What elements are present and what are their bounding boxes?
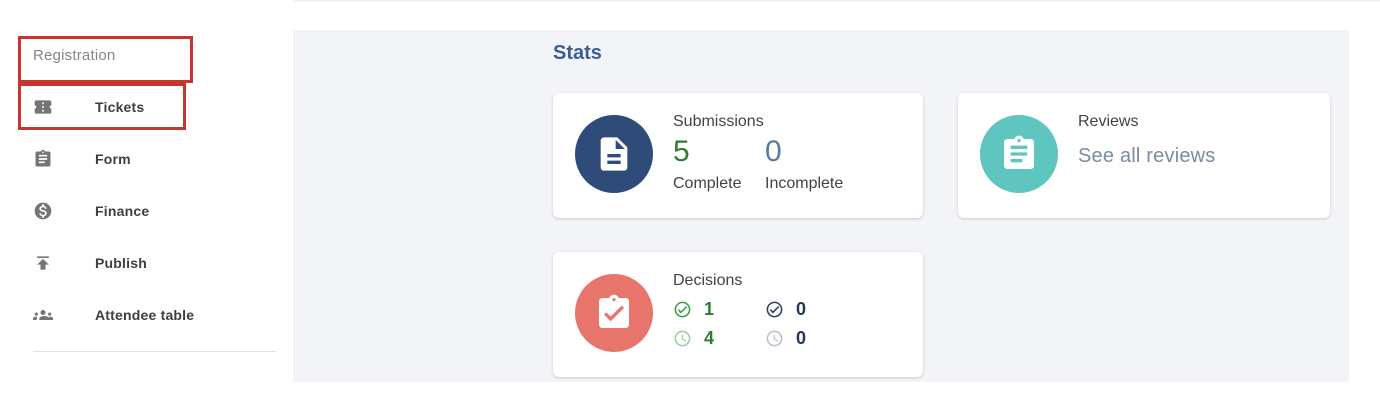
clipboard-icon [999, 134, 1039, 174]
clipboard-icon [33, 149, 53, 169]
ticket-icon [33, 97, 53, 117]
card-title: Submissions [673, 113, 764, 130]
card-title: Decisions [673, 272, 743, 289]
sidebar-item-label: Attendee table [95, 307, 195, 323]
window-top-border [0, 0, 1380, 2]
sidebar-item-form[interactable]: Form [0, 137, 280, 181]
sidebar-item-label: Finance [95, 203, 150, 219]
publish-arrow-icon [33, 253, 53, 273]
rejected-stat: 0 [765, 299, 857, 320]
sidebar-item-label: Form [95, 151, 131, 167]
stat-value: 4 [704, 327, 715, 348]
dollar-circle-icon [33, 201, 53, 221]
stat-value: 0 [796, 327, 807, 348]
card-title: Reviews [1078, 113, 1139, 130]
sidebar-item-attendee-table[interactable]: Attendee table [0, 293, 280, 337]
sidebar-section-registration[interactable]: Registration [33, 47, 116, 64]
stat-value: 0 [796, 298, 807, 319]
check-circle-icon [673, 300, 692, 319]
complete-stat: 5 Complete [673, 135, 741, 193]
incomplete-value: 0 [765, 135, 782, 168]
stat-value: 1 [704, 298, 715, 319]
sidebar: Registration Tickets Form Finance Publis… [0, 0, 293, 416]
sidebar-item-publish[interactable]: Publish [0, 241, 280, 285]
see-all-reviews-link[interactable]: See all reviews [1078, 145, 1216, 167]
check-circle-icon [765, 300, 784, 319]
reviews-card: Reviews See all reviews [958, 93, 1330, 218]
sidebar-divider [33, 351, 276, 352]
incomplete-label: Incomplete [765, 175, 844, 192]
complete-value: 5 [673, 135, 690, 168]
pending-stat: 4 [673, 328, 765, 349]
decisions-circle [575, 274, 653, 352]
page-title: Stats [553, 42, 602, 64]
clipboard-check-icon [594, 293, 634, 333]
people-group-icon [33, 305, 53, 325]
main-panel: Stats Submissions 5 Complete 0 Incomplet… [293, 30, 1349, 382]
clock-icon [765, 329, 784, 348]
submissions-circle [575, 115, 653, 193]
decisions-card: Decisions 1 0 [553, 252, 923, 377]
sidebar-item-label: Tickets [95, 99, 145, 115]
sidebar-item-finance[interactable]: Finance [0, 189, 280, 233]
sidebar-item-tickets[interactable]: Tickets [0, 85, 280, 129]
decisions-stats-grid: 1 0 4 [673, 297, 857, 355]
submissions-card: Submissions 5 Complete 0 Incomplete [553, 93, 923, 218]
document-icon [594, 134, 634, 174]
incomplete-stat: 0 Incomplete [765, 135, 843, 193]
pending-alt-stat: 0 [765, 328, 857, 349]
complete-label: Complete [673, 175, 742, 192]
accepted-stat: 1 [673, 299, 765, 320]
reviews-circle [980, 115, 1058, 193]
clock-icon [673, 329, 692, 348]
sidebar-item-label: Publish [95, 255, 147, 271]
